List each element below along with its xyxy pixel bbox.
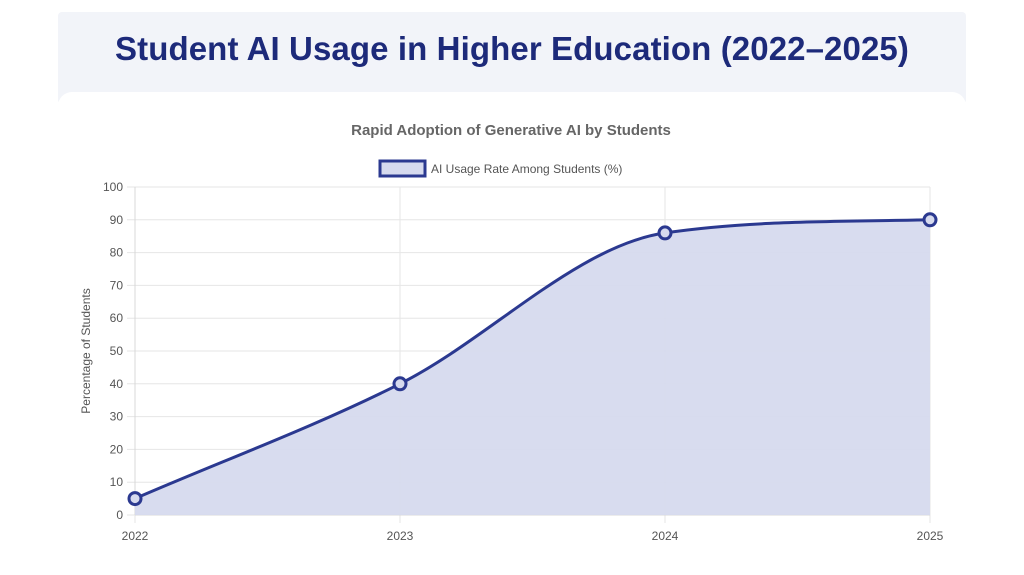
y-tick-label: 40	[110, 377, 124, 391]
data-points	[127, 212, 938, 507]
x-tick-label: 2025	[917, 529, 944, 543]
y-tick-label: 70	[110, 278, 124, 292]
x-axis-ticks: 2022 2023 2024 2025	[122, 529, 944, 543]
y-tick-label: 100	[103, 180, 123, 194]
y-tick-label: 0	[116, 508, 123, 522]
legend-label: AI Usage Rate Among Students (%)	[431, 162, 622, 176]
y-tick-label: 30	[110, 410, 124, 424]
data-point[interactable]	[657, 225, 673, 241]
y-tick-label: 10	[110, 475, 124, 489]
y-tick-label: 90	[110, 213, 124, 227]
x-tick-label: 2022	[122, 529, 149, 543]
data-point[interactable]	[392, 376, 408, 392]
legend[interactable]: AI Usage Rate Among Students (%)	[378, 159, 622, 178]
data-point[interactable]	[127, 491, 143, 507]
legend-swatch	[378, 159, 427, 178]
series-area	[135, 219, 930, 516]
header-band	[58, 12, 966, 104]
data-point[interactable]	[922, 212, 938, 228]
y-tick-label: 50	[110, 344, 124, 358]
y-tick-label: 60	[110, 311, 124, 325]
y-tick-label: 80	[110, 246, 124, 260]
y-axis-title: Percentage of Students	[79, 288, 93, 413]
page-title: Student AI Usage in Higher Education (20…	[115, 30, 909, 67]
chart-title: Rapid Adoption of Generative AI by Stude…	[351, 122, 671, 139]
y-tick-label: 20	[110, 442, 124, 456]
x-tick-label: 2023	[387, 529, 414, 543]
x-tick-label: 2024	[652, 529, 679, 543]
y-axis-ticks: 0 10 20 30 40 50 60 70 80 90 100	[103, 180, 123, 522]
series-line	[134, 218, 931, 500]
